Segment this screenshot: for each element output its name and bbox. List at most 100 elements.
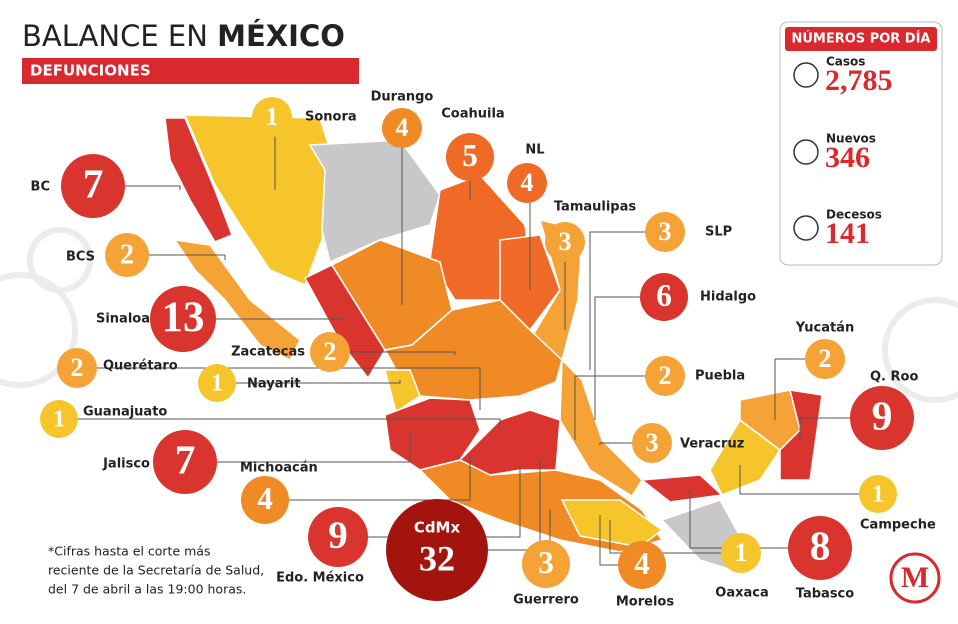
state-label: Morelos (616, 595, 674, 610)
state-circle (788, 516, 852, 580)
state-value: 1 (53, 406, 65, 433)
state-markers: Sonora 1 Durango 4 Coahuila 5 NL 4 Tamaulipas 3 SL… (31, 90, 936, 610)
state-circle (241, 476, 289, 524)
state-circle (57, 348, 97, 388)
title: BALANCE EN MÉXICO (22, 19, 345, 53)
state-label: SLP (705, 225, 732, 240)
state-label: BC (31, 180, 50, 195)
panel (779, 21, 943, 266)
leader-line (183, 318, 346, 320)
state-label: Campeche (860, 518, 936, 533)
state-label: Sonora (305, 110, 357, 125)
panel-value: 2,785 (825, 64, 893, 97)
state-value: 4 (396, 113, 409, 142)
state-label: Tabasco (796, 587, 854, 602)
state-label: Puebla (695, 369, 745, 384)
region (183, 114, 331, 286)
subtitle: DEFUNCIONES (30, 62, 151, 80)
title-light: BALANCE EN (22, 19, 208, 53)
footnote: *Cifras hasta el corte más reciente de l… (48, 544, 264, 597)
state-value: 3 (646, 428, 659, 457)
map-regions (164, 114, 823, 571)
state-label: Veracruz (680, 437, 744, 452)
state-value: 1 (872, 481, 884, 508)
state-value: 13 (162, 294, 205, 341)
state-value: 8 (810, 523, 831, 569)
footnote-line: reciente de la Secretaría de Salud, (48, 563, 264, 578)
state-circle (382, 108, 422, 148)
state-value: 2 (659, 361, 672, 390)
state-label: Nayarit (247, 377, 301, 392)
state-circle (645, 212, 685, 252)
state-label: Querétaro (103, 359, 178, 374)
state-circle (105, 233, 149, 277)
panel-title: NÚMEROS POR DÍA (791, 31, 930, 47)
state-value: 2 (819, 344, 832, 373)
state-label: BCS (66, 250, 95, 265)
region (164, 117, 233, 243)
state-circle (507, 163, 547, 203)
leader-line (217, 380, 401, 384)
state-label: Tamaulipas (554, 200, 637, 215)
state-circle (859, 475, 897, 513)
state-circle (522, 540, 570, 588)
state-value: 9 (872, 393, 893, 439)
state-value: 4 (257, 481, 273, 516)
state-label: Michoacán (240, 461, 318, 476)
region (559, 358, 643, 498)
background-virus (0, 227, 958, 403)
region (384, 397, 481, 471)
leader-line (330, 351, 456, 355)
state-value: 3 (659, 217, 672, 246)
state-circle (153, 430, 217, 494)
state-circle (198, 364, 236, 402)
subtitle-bar (22, 58, 359, 84)
region (303, 264, 386, 380)
title-bold: MÉXICO (217, 19, 345, 53)
state-label: Oaxaca (715, 586, 768, 601)
state-label: Durango (371, 90, 434, 105)
state-value: 32 (419, 538, 455, 578)
logo-text: M (901, 561, 929, 594)
leader-lines (59, 116, 882, 566)
state-label: Q. Roo (870, 370, 918, 385)
state-value: 3 (559, 227, 572, 256)
state-label: Zacatecas (231, 345, 305, 360)
state-circle (150, 286, 216, 352)
leader-line (127, 254, 226, 260)
region (709, 418, 782, 496)
state-circle (645, 356, 685, 396)
panel-icon (793, 215, 819, 241)
state-circle (805, 339, 845, 379)
state-label: Hidalgo (700, 290, 756, 305)
state-circle (252, 97, 292, 137)
state-value: 9 (328, 514, 348, 557)
state-value: 6 (656, 278, 672, 313)
logo (889, 552, 941, 604)
footnote-line: *Cifras hasta el corte más (48, 544, 210, 559)
panel-label: Decesos (826, 208, 882, 222)
state-circle (446, 133, 494, 181)
state-label: Guanajuato (83, 405, 167, 420)
leader-line (265, 455, 471, 501)
panel-value: 346 (825, 141, 870, 174)
region (560, 499, 664, 548)
state-label: NL (525, 143, 544, 158)
footnote-line: del 7 de abril a las 19:00 horas. (48, 582, 246, 597)
state-label: CdMx (414, 519, 461, 537)
state-value: 2 (324, 337, 337, 366)
state-value: 7 (175, 437, 196, 483)
leader-line (609, 520, 741, 554)
leader-line (185, 430, 411, 463)
state-circle (40, 400, 78, 438)
region (173, 239, 301, 362)
state-label: Yucatán (795, 321, 854, 336)
state-circle (386, 499, 488, 601)
panel-value: 141 (825, 217, 870, 250)
leader-line (574, 375, 665, 440)
state-value: 1 (735, 538, 748, 567)
state-circle (618, 541, 666, 589)
state-value: 1 (266, 102, 279, 131)
